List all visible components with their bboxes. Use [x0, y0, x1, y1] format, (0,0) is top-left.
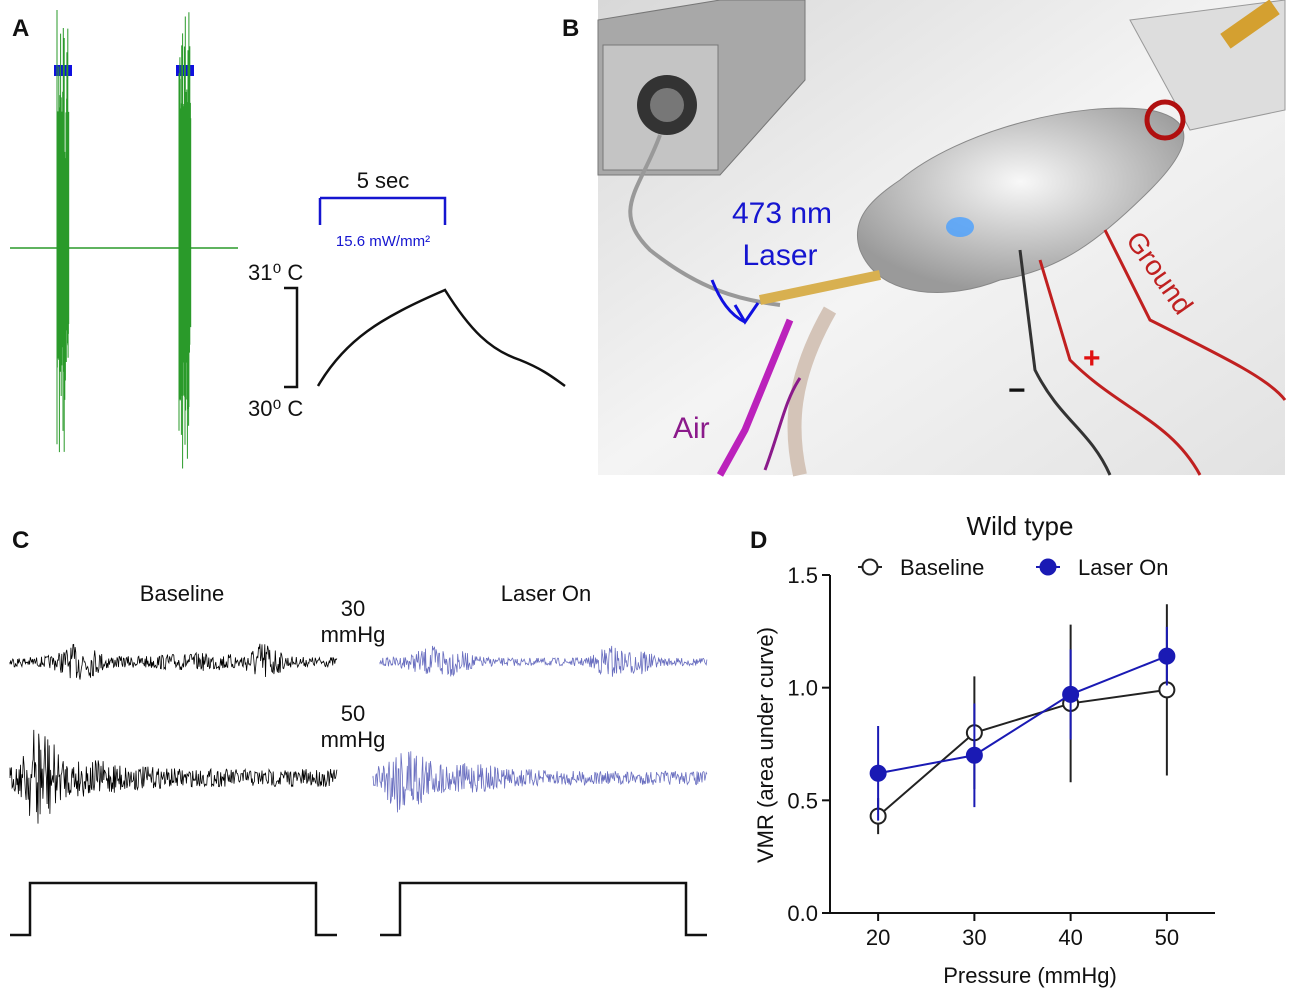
- legend-label: Baseline: [900, 555, 984, 580]
- air-label: Air: [673, 412, 710, 445]
- marker: [1158, 647, 1176, 665]
- y-axis-label: VMR (area under curve): [753, 627, 778, 863]
- x-tick-label: 40: [1058, 925, 1082, 950]
- panel-a: A 5 sec 15.6 mW/mm² 31⁰ C 30⁰ C: [10, 10, 566, 469]
- panel-letter: B: [562, 15, 579, 42]
- pressure-step: [10, 881, 337, 937]
- pressure-step: [380, 881, 707, 937]
- series-line: [877, 688, 1168, 817]
- legend-label: Laser On: [1078, 555, 1169, 580]
- x-axis-label: Pressure (mmHg): [943, 963, 1117, 988]
- catheter: [758, 270, 882, 305]
- electrode: [1038, 259, 1202, 476]
- laser-label: 473 nm: [732, 197, 832, 230]
- tube: [1220, 0, 1280, 49]
- x-tick-label: 20: [866, 925, 890, 950]
- plus-label: +: [1083, 342, 1101, 375]
- spike-train: [56, 10, 70, 453]
- y-tick-label: 1.0: [787, 676, 818, 701]
- electrode: [1018, 249, 1112, 476]
- x-tick-label: 50: [1155, 925, 1179, 950]
- y-tick-label: 0.5: [787, 788, 818, 813]
- laser-label: Laser: [742, 239, 817, 272]
- y-tick-label: 1.5: [787, 563, 818, 588]
- emg-trace: [372, 751, 708, 813]
- temp-curve: [316, 288, 566, 388]
- air-line: [716, 318, 794, 477]
- panel-d: D Wild type Pressure (mmHg) VMR (area unde…: [750, 511, 1215, 988]
- arrow: [710, 279, 746, 324]
- emg-trace: [379, 645, 708, 677]
- emg-trace: [9, 729, 338, 824]
- condition-label: Laser On: [501, 581, 592, 606]
- scale-label: 5 sec: [357, 168, 410, 193]
- arrow: [763, 377, 802, 471]
- x-tick-label: 30: [962, 925, 986, 950]
- ring: [1144, 99, 1186, 141]
- emg-trace: [9, 643, 338, 680]
- tail: [787, 306, 837, 477]
- pressure-label: 30: [341, 596, 365, 621]
- marker: [965, 746, 983, 764]
- marker: [869, 764, 887, 782]
- panel-letter: A: [12, 15, 29, 42]
- fiber: [628, 134, 781, 307]
- scale-bar: [318, 196, 447, 225]
- marker: [1062, 685, 1080, 703]
- power-label: 15.6 mW/mm²: [336, 233, 430, 250]
- legend-marker: [861, 558, 879, 576]
- panel-b: B 473 nm Laser Air Ground + −: [562, 0, 1287, 477]
- condition-label: Baseline: [140, 581, 224, 606]
- temp-label: 30⁰ C: [248, 396, 303, 421]
- light-spot: [946, 217, 974, 237]
- legend-marker: [1039, 558, 1057, 576]
- y-tick-label: 0.0: [787, 901, 818, 926]
- electrode: [1103, 229, 1287, 401]
- panel-letter: D: [750, 527, 767, 554]
- panel-letter: C: [12, 527, 29, 554]
- minus-label: −: [1008, 374, 1026, 407]
- port: [650, 88, 684, 122]
- chart-title: Wild type: [967, 511, 1074, 541]
- panel-c: C Baseline Laser On 30 mmHg 50 mmHg: [9, 527, 708, 937]
- series-line: [877, 655, 1168, 775]
- pressure-label: mmHg: [321, 727, 386, 752]
- pressure-label: 50: [341, 701, 365, 726]
- temp-label: 31⁰ C: [248, 260, 303, 285]
- mouse: [856, 107, 1185, 293]
- temp-bar: [284, 286, 299, 389]
- spike-train: [178, 12, 192, 469]
- pressure-label: mmHg: [321, 622, 386, 647]
